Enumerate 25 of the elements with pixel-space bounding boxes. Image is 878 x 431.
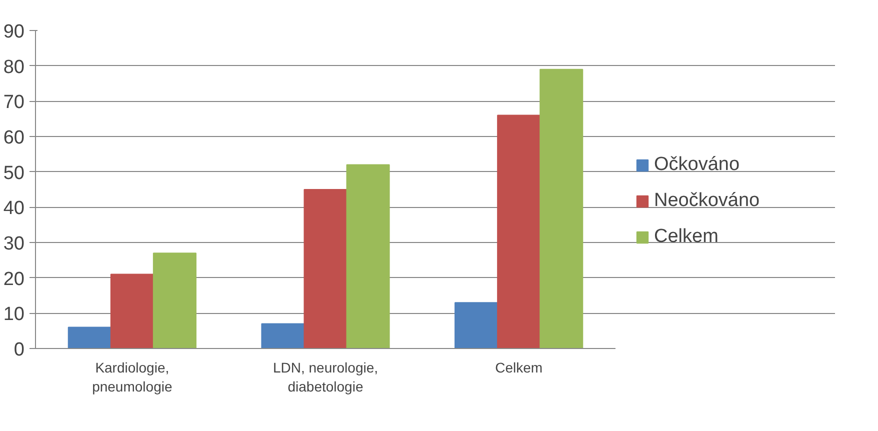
- y-tick-label: 20: [3, 268, 25, 290]
- x-tick-label: LDN, neurologie, diabetologie: [272, 360, 378, 395]
- legend-label: Neočkováno: [654, 190, 760, 212]
- y-tick-label: 0: [14, 340, 25, 360]
- y-tick-label: 30: [3, 234, 25, 254]
- bar: [261, 323, 305, 348]
- legend-label: Celkem: [654, 226, 718, 248]
- bar: [304, 189, 348, 348]
- bar: [68, 326, 112, 348]
- y-tick-label: 70: [3, 92, 25, 114]
- y-tick-label: 10: [3, 304, 25, 326]
- y-tick-label: 80: [3, 56, 25, 78]
- y-tick-label: 60: [3, 128, 25, 148]
- bar: [497, 114, 541, 348]
- legend-label: Očkováno: [654, 154, 740, 176]
- bar: [110, 274, 154, 348]
- y-tick-label: 40: [3, 198, 25, 220]
- bar: [152, 252, 196, 348]
- bar: [346, 164, 390, 348]
- x-tick-label: Celkem: [495, 360, 543, 376]
- y-tick-label: 50: [3, 162, 25, 184]
- bar: [454, 302, 498, 348]
- bar: [540, 68, 584, 348]
- x-tick-label: Kardiologie, pneumologie: [92, 360, 172, 395]
- y-tick-label: 90: [3, 22, 25, 42]
